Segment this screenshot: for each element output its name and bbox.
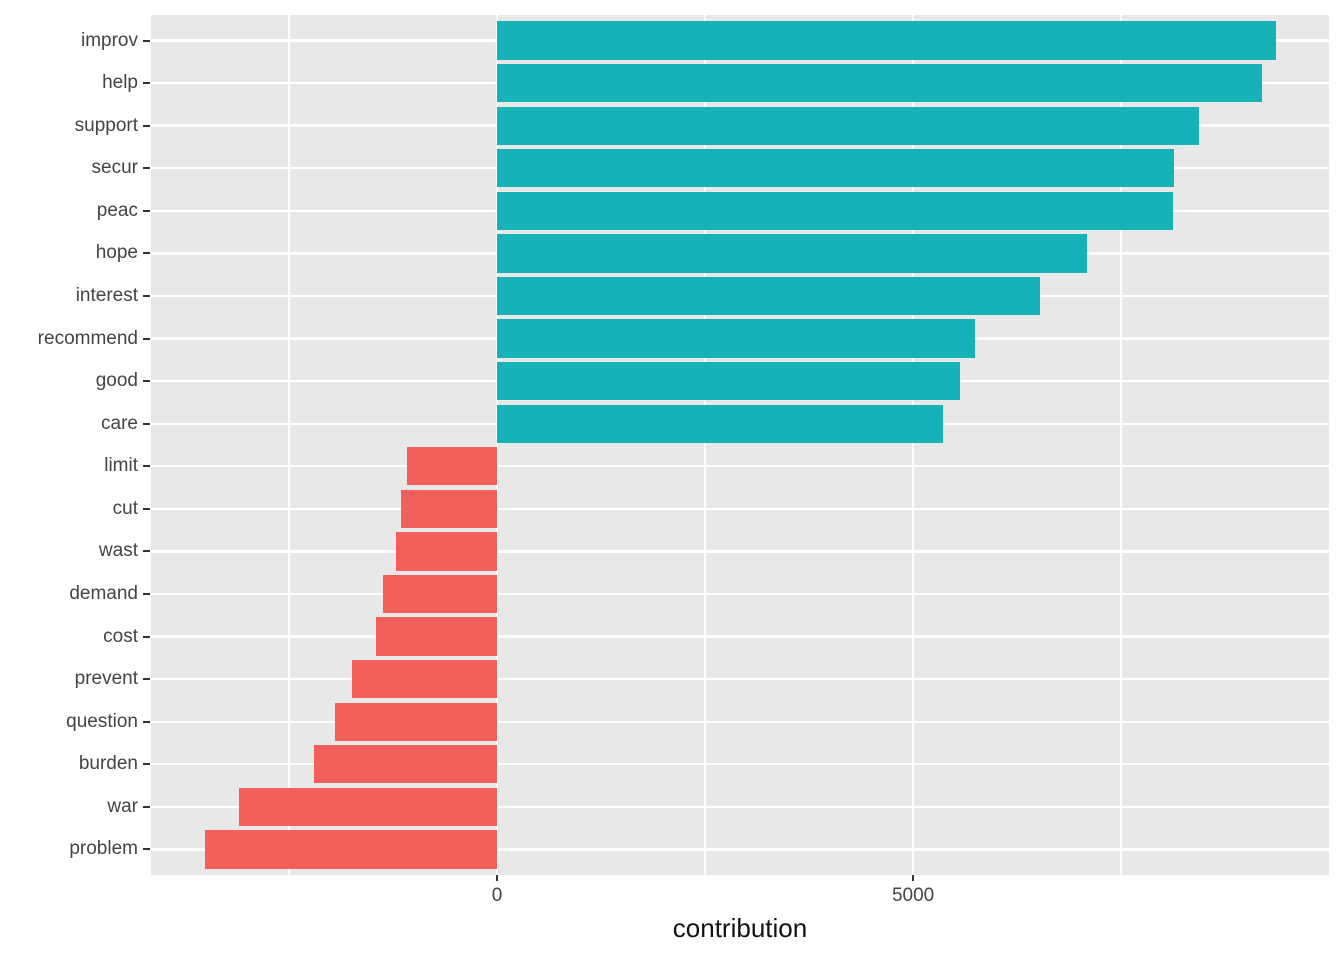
y-tick-label-prevent: prevent <box>74 668 138 690</box>
y-tick-cost <box>143 635 150 638</box>
y-tick-problem <box>143 848 150 851</box>
gridline-x-minor--2500 <box>288 15 290 875</box>
y-tick-question <box>143 720 150 723</box>
plot-panel <box>151 15 1329 875</box>
y-tick-label-problem: problem <box>69 838 138 860</box>
y-tick-label-care: care <box>101 412 138 434</box>
bar-care <box>497 404 944 443</box>
gridline-y-question <box>151 720 1329 723</box>
y-tick-hope <box>143 252 150 255</box>
y-tick-limit <box>143 465 150 468</box>
y-tick-peac <box>143 209 150 212</box>
y-tick-good <box>143 380 150 383</box>
gridline-y-prevent <box>151 677 1329 681</box>
y-tick-support <box>143 124 150 127</box>
gridline-x-minor-7500 <box>1120 15 1122 875</box>
y-tick-label-improv: improv <box>80 29 138 51</box>
bar-demand <box>383 574 498 614</box>
y-tick-label-cut: cut <box>112 497 138 519</box>
bar-war <box>239 787 498 827</box>
y-tick-label-recommend: recommend <box>37 327 138 349</box>
bar-cost <box>376 617 498 656</box>
y-tick-label-good: good <box>95 370 138 392</box>
y-tick-interest <box>143 294 150 297</box>
x-axis-title: contribution <box>672 913 808 943</box>
bar-help <box>497 63 1263 103</box>
y-tick-label-secur: secur <box>91 157 138 179</box>
gridline-x-major-5000 <box>911 15 915 875</box>
bar-support <box>497 106 1200 145</box>
bar-recommend <box>497 319 976 358</box>
bar-prevent <box>351 660 498 699</box>
bar-limit <box>406 447 498 486</box>
y-tick-care <box>143 422 150 425</box>
x-tick-label-0: 0 <box>491 885 503 906</box>
bar-hope <box>497 234 1087 273</box>
y-tick-label-burden: burden <box>78 753 138 775</box>
y-tick-wast <box>143 550 150 553</box>
gridline-y-cost <box>151 635 1329 638</box>
bar-improv <box>497 21 1277 60</box>
bar-burden <box>314 745 498 784</box>
x-tick-5000 <box>912 875 915 881</box>
gridline-y-burden <box>151 763 1329 766</box>
bar-problem <box>205 830 498 869</box>
gridline-y-limit <box>151 465 1329 468</box>
y-tick-label-demand: demand <box>69 583 138 604</box>
x-tick-0 <box>496 875 499 881</box>
bar-question <box>335 702 498 741</box>
y-tick-label-limit: limit <box>104 455 138 477</box>
y-tick-label-peac: peac <box>96 199 138 221</box>
y-tick-improv <box>143 39 150 42</box>
y-tick-label-question: question <box>66 710 138 732</box>
bar-cut <box>400 489 498 528</box>
y-tick-war <box>143 805 150 808</box>
bar-interest <box>497 276 1040 316</box>
y-tick-burden <box>143 763 150 766</box>
gridline-y-wast <box>151 550 1329 553</box>
y-tick-help <box>143 82 150 85</box>
y-tick-label-wast: wast <box>98 540 138 562</box>
y-tick-prevent <box>143 678 150 681</box>
y-tick-label-cost: cost <box>103 625 138 647</box>
gridline-y-war <box>151 805 1329 809</box>
x-tick-label-5000: 5000 <box>891 885 935 906</box>
y-tick-label-hope: hope <box>95 242 138 264</box>
y-tick-label-support: support <box>74 114 138 136</box>
y-tick-demand <box>143 593 150 595</box>
bar-secur <box>497 149 1175 188</box>
y-tick-cut <box>143 507 150 510</box>
y-tick-secur <box>143 167 150 170</box>
bar-good <box>497 361 961 401</box>
bar-wast <box>395 532 498 571</box>
gridline-x-minor-2500 <box>704 15 706 875</box>
y-tick-label-interest: interest <box>75 284 138 306</box>
gridline-y-problem <box>151 848 1329 851</box>
y-tick-recommend <box>143 337 150 340</box>
bar-peac <box>497 191 1174 230</box>
gridline-y-demand <box>151 592 1329 596</box>
y-tick-label-war: war <box>107 795 138 817</box>
gridline-x-major-0 <box>495 15 499 875</box>
y-tick-label-help: help <box>102 72 138 94</box>
gridline-y-cut <box>151 507 1329 511</box>
